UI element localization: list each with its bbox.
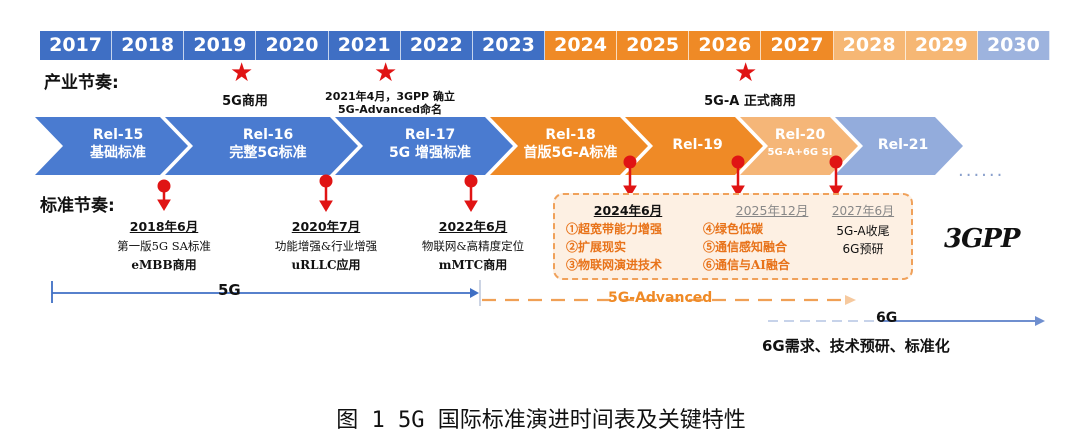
release-rel17: Rel-17 5G 增强标准 <box>360 126 500 162</box>
year-cell: 2018 <box>112 31 185 60</box>
year-cell: 2020 <box>256 31 329 60</box>
standard-sub: eMBB商用 <box>131 258 197 272</box>
standard-desc: 第一版5G SA标准 <box>117 239 211 253</box>
standard-date: 2022年6月 <box>438 219 508 234</box>
release-chevron-rel21 <box>835 117 963 175</box>
release-chevron-rel18 <box>490 117 648 175</box>
release-name: Rel-18 <box>545 127 596 143</box>
release-rel18: Rel-18 首版5G-A标准 <box>508 126 633 162</box>
standard-pin-2027 <box>829 155 843 197</box>
release-rel20: Rel-20 5G-A+6G SI <box>756 127 844 161</box>
standard-pin-2020 <box>319 174 333 212</box>
release-desc: 5G 增强标准 <box>388 145 472 161</box>
standard-pin-2025 <box>731 155 745 197</box>
release-name: Rel-19 <box>672 137 723 153</box>
box-date-2024: 2024年6月 <box>593 203 663 218</box>
box-date-2025: 2025年12月 <box>735 203 809 218</box>
ellipsis: ...... <box>958 160 1005 181</box>
feature-4: ④绿色低碳 <box>703 222 764 236</box>
standard-desc: 物联网&高精度定位 <box>421 239 525 253</box>
standard-2018: 2018年6月 第一版5G SA标准 eMBB商用 <box>104 216 224 273</box>
release-chevron-rel16 <box>165 117 358 175</box>
feature-3: ③物联网演进技术 <box>566 258 663 272</box>
event-2021-line1: 2021年4月，3GPP 确立 <box>325 90 455 103</box>
standards-label: 标准节奏: <box>40 196 115 216</box>
star-icon: ★ <box>230 58 254 88</box>
event-2026: 5G-A 正式商用 <box>704 94 796 109</box>
release-name: Rel-16 <box>242 127 294 143</box>
standard-desc: 功能增强&行业增强 <box>274 239 378 253</box>
standard-sub: uRLLC应用 <box>291 258 361 272</box>
year-cell: 2021 <box>328 31 401 60</box>
release-desc: 5G-A+6G SI <box>767 147 833 158</box>
feature-1: ①超宽带能力增强 <box>566 222 663 236</box>
timeline-6g-label: 6G <box>876 310 898 326</box>
timeline-5g-label: 5G <box>218 281 241 299</box>
release-chevron-rel19 <box>625 117 763 175</box>
year-cell: 2025 <box>617 31 690 60</box>
year-cell: 2026 <box>689 31 762 60</box>
star-icon: ★ <box>734 58 758 88</box>
star-icon: ★ <box>374 58 398 88</box>
note-5ga-closing: 5G-A收尾 <box>836 224 890 238</box>
event-2021-line2: 5G-Advanced命名 <box>338 103 442 116</box>
feature-6: ⑥通信与AI融合 <box>703 258 790 272</box>
release-chevron-rel15 <box>35 117 188 175</box>
year-cell: 2023 <box>472 31 545 60</box>
release-rel16: Rel-16 完整5G标准 <box>193 126 343 162</box>
year-cell: 2022 <box>400 31 473 60</box>
timeline-6g-arrowhead <box>1035 316 1045 326</box>
release-rel15: Rel-15 基础标准 <box>63 126 173 162</box>
release-name: Rel-15 <box>92 127 144 143</box>
year-cell: 2027 <box>761 31 834 60</box>
standard-pin-2022 <box>464 174 478 212</box>
timeline-5ga-label: 5G-Advanced <box>608 290 713 306</box>
3gpp-logo: 3GPP <box>944 224 1020 254</box>
industry-label: 产业节奏: <box>44 73 119 93</box>
standard-date: 2020年7月 <box>291 219 361 234</box>
release-chevron-rel17 <box>335 117 513 175</box>
year-cell: 2017 <box>40 31 113 60</box>
release-desc: 完整5G标准 <box>229 145 307 161</box>
timeline-5g-arrowhead <box>470 288 479 298</box>
year-cell: 2028 <box>833 31 906 60</box>
event-2019: 5G商用 <box>222 94 268 109</box>
standard-date: 2018年6月 <box>129 219 199 234</box>
timeline-5ga-arrowhead <box>845 295 856 305</box>
feature-2: ②扩展现实 <box>566 240 627 254</box>
feature-5: ⑤通信感知融合 <box>703 240 788 254</box>
year-cell: 2019 <box>184 31 257 60</box>
standard-2020: 2020年7月 功能增强&行业增强 uRLLC应用 <box>261 216 391 273</box>
box-date-2027: 2027年6月 <box>831 204 895 218</box>
standard-sub: mMTC商用 <box>438 258 508 272</box>
release-desc: 首版5G-A标准 <box>523 145 618 161</box>
release-rel19: Rel-19 <box>650 137 745 153</box>
standard-pin-2018 <box>157 179 171 211</box>
standard-pin-2024 <box>623 155 637 197</box>
standard-2022: 2022年6月 物联网&高精度定位 mMTC商用 <box>408 216 538 273</box>
timeline-6g-desc: 6G需求、技术预研、标准化 <box>762 337 950 355</box>
release-desc: 基础标准 <box>90 145 146 161</box>
note-6g-research: 6G预研 <box>842 242 884 256</box>
release-name: Rel-17 <box>404 127 456 143</box>
year-cell: 2030 <box>977 31 1050 60</box>
release-name: Rel-21 <box>877 137 929 153</box>
year-cell: 2029 <box>905 31 978 60</box>
year-bar: 2017 2018 2019 2020 2021 2022 2023 2024 … <box>40 31 1050 60</box>
release-rel21: Rel-21 <box>858 137 948 153</box>
release-chevron-rel20 <box>740 117 858 175</box>
year-cell: 2024 <box>544 31 618 60</box>
5g-advanced-features-box <box>553 193 913 280</box>
release-name: Rel-20 <box>774 127 826 143</box>
figure-caption: 图 1 5G 国际标准演进时间表及关键特性 <box>336 408 746 433</box>
